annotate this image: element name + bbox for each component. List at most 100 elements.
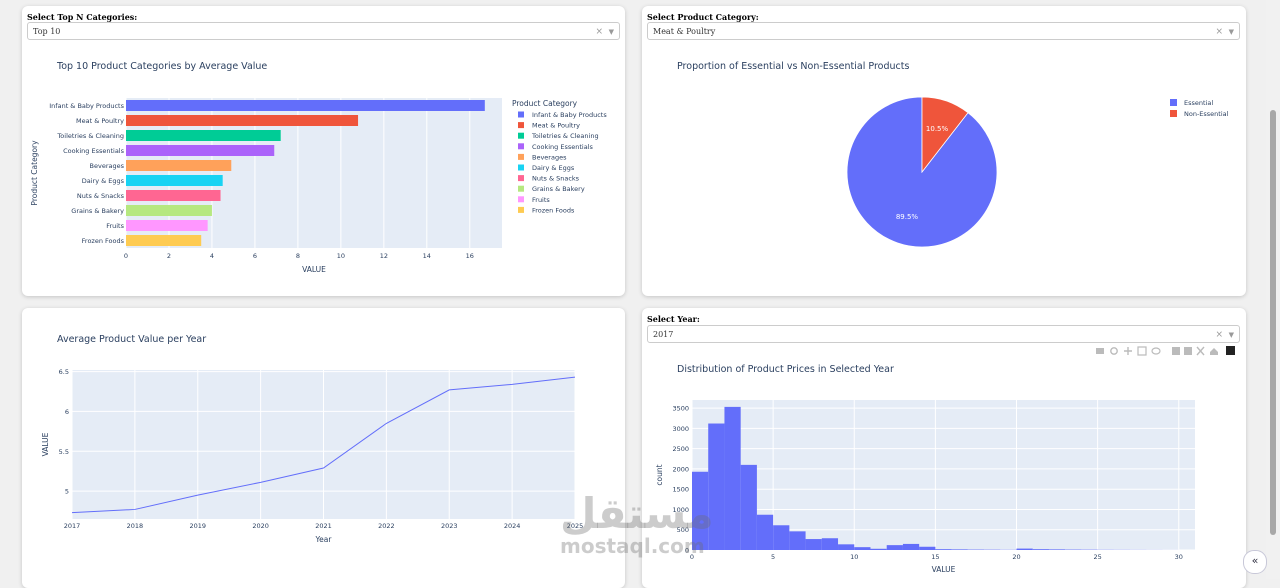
chevron-down-icon[interactable]: ▼ xyxy=(609,23,614,41)
bar xyxy=(126,190,221,201)
yearly-average-line-chart: Average Product Value per Year 2017 2018 20… xyxy=(22,308,625,579)
y-tick-label: 3000 xyxy=(672,425,689,433)
y-tick-label: Cooking Essentials xyxy=(63,147,125,155)
x-tick-label: 2021 xyxy=(315,522,332,530)
legend-label: Infant & Baby Products xyxy=(532,111,607,119)
chart-title: Average Product Value per Year xyxy=(57,334,206,345)
x-tick-label: 2023 xyxy=(441,522,458,530)
histogram-bar xyxy=(741,465,757,550)
histogram-bar xyxy=(773,525,789,550)
x-axis-title: VALUE xyxy=(302,265,326,274)
chart-title: Top 10 Product Categories by Average Val… xyxy=(56,61,267,72)
histogram-bar xyxy=(952,549,968,550)
y-tick-label: Toiletries & Cleaning xyxy=(56,132,124,140)
legend-label: Cooking Essentials xyxy=(532,143,594,151)
legend-swatch xyxy=(518,175,524,181)
y-tick-label: Meat & Poultry xyxy=(76,117,124,125)
x-tick-label: 2019 xyxy=(189,522,206,530)
legend-label: Meat & Poultry xyxy=(532,122,580,130)
legend-label: Essential xyxy=(1184,99,1213,107)
y-tick-label: 2500 xyxy=(672,445,689,453)
x-tick-label: 2018 xyxy=(127,522,144,530)
y-tick-label: Dairy & Eggs xyxy=(82,177,125,185)
x-tick-label: 2020 xyxy=(252,522,269,530)
x-tick-label: 20 xyxy=(1012,553,1020,561)
legend-swatch xyxy=(1170,99,1177,106)
legend-swatch xyxy=(518,154,524,160)
legend-label: Toiletries & Cleaning xyxy=(531,132,599,140)
y-axis-title: VALUE xyxy=(41,432,50,456)
chart-title: Distribution of Product Prices in Select… xyxy=(677,364,894,375)
price-histogram-chart: Distribution of Product Prices in Select… xyxy=(642,348,1246,588)
legend-swatch xyxy=(518,143,524,149)
x-tick-label: 5 xyxy=(771,553,775,561)
legend-swatch xyxy=(518,186,524,192)
clear-icon[interactable]: × xyxy=(1215,326,1223,344)
x-tick-label: 2022 xyxy=(378,522,395,530)
y-tick-label: Fruits xyxy=(106,222,124,230)
histogram-bar xyxy=(870,549,886,550)
pie-value-label: 10.5% xyxy=(926,125,949,133)
y-tick-label: 2000 xyxy=(672,465,689,473)
y-tick-label: Infant & Baby Products xyxy=(49,102,124,110)
clear-icon[interactable]: × xyxy=(595,23,603,41)
bar xyxy=(126,145,274,156)
chevron-down-icon[interactable]: ▼ xyxy=(1229,23,1234,41)
category-selected-value: Meat & Poultry xyxy=(653,27,715,36)
histogram-bar xyxy=(806,539,822,550)
y-tick-label: Grains & Bakery xyxy=(71,207,124,215)
watermark-arabic: مستقل xyxy=(560,492,714,536)
essential-proportion-card: Select Product Category: Meat & Poultry … xyxy=(642,6,1246,296)
y-tick-label: Frozen Foods xyxy=(82,237,125,245)
yearly-average-card: Average Product Value per Year 2017 2018 20… xyxy=(22,308,625,588)
y-tick-label: Nuts & Snacks xyxy=(77,192,125,200)
histogram-bar xyxy=(838,544,854,550)
y-tick-label: 6.5 xyxy=(59,368,69,376)
legend-label: Fruits xyxy=(532,196,550,204)
legend-label: Frozen Foods xyxy=(532,206,575,214)
legend-swatch xyxy=(518,122,524,128)
bar xyxy=(126,175,223,186)
legend-label: Grains & Bakery xyxy=(532,185,585,193)
bar xyxy=(126,130,281,141)
chevron-down-icon[interactable]: ▼ xyxy=(1229,326,1234,344)
legend-swatch xyxy=(518,165,524,171)
x-axis-title: Year xyxy=(315,535,333,544)
x-tick-label: 2017 xyxy=(64,522,81,530)
legend-swatch xyxy=(518,196,524,202)
bar xyxy=(126,235,201,246)
x-tick-label: 12 xyxy=(380,252,388,260)
y-tick-label: 5 xyxy=(65,488,69,496)
histogram-bar xyxy=(1033,549,1049,550)
year-dropdown[interactable]: 2017 × ▼ xyxy=(647,325,1240,343)
y-axis-title: Product Category xyxy=(30,140,39,206)
category-dropdown[interactable]: Meat & Poultry × ▼ xyxy=(647,22,1240,40)
x-tick-label: 30 xyxy=(1175,553,1183,561)
year-selected-value: 2017 xyxy=(653,330,673,339)
pie-value-label: 89.5% xyxy=(896,213,919,221)
floating-action-button[interactable]: « xyxy=(1243,550,1267,574)
price-distribution-card: Select Year: 2017 × ▼ Distribution of Pr… xyxy=(642,308,1246,588)
x-tick-label: 4 xyxy=(210,252,214,260)
legend-title: Product Category xyxy=(512,99,578,108)
y-tick-label: Beverages xyxy=(90,162,125,170)
bar xyxy=(126,100,485,111)
scrollbar-thumb[interactable] xyxy=(1270,110,1276,535)
legend-label: Non-Essential xyxy=(1184,110,1229,118)
chart-title: Proportion of Essential vs Non-Essential… xyxy=(677,61,909,72)
y-axis-title: count xyxy=(655,464,664,485)
y-tick-label: 6 xyxy=(65,408,69,416)
x-tick-label: 6 xyxy=(253,252,257,260)
topn-label: Select Top N Categories: xyxy=(27,12,137,22)
histogram-bar xyxy=(919,547,935,550)
histogram-bar xyxy=(1017,549,1033,550)
clear-icon[interactable]: × xyxy=(1215,23,1223,41)
page-scrollbar[interactable] xyxy=(1266,0,1280,579)
bar xyxy=(126,160,231,171)
x-axis-title: VALUE xyxy=(932,565,956,574)
bar xyxy=(126,115,358,126)
bar xyxy=(126,205,212,216)
topn-dropdown[interactable]: Top 10 × ▼ xyxy=(27,22,620,40)
x-tick-label: 16 xyxy=(466,252,474,260)
watermark: مستقل mostaql.com xyxy=(560,492,714,556)
